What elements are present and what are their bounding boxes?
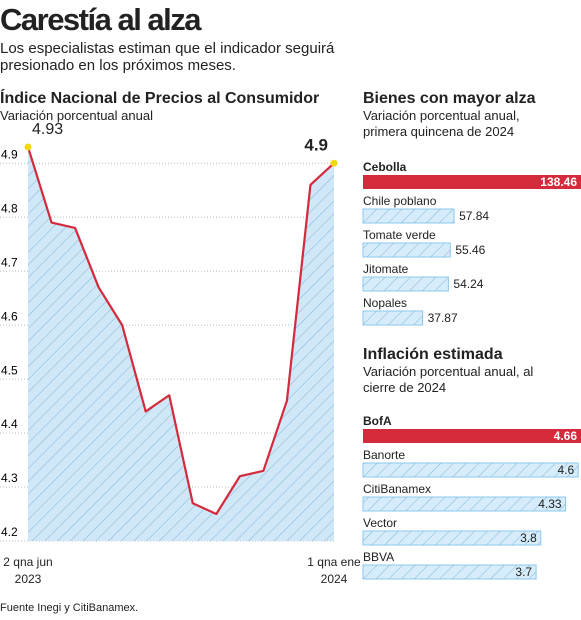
y-tick-label: 4.8: [1, 201, 18, 215]
data-label: 4.9: [304, 136, 328, 155]
y-tick-label: 4.6: [1, 309, 18, 323]
marker: [330, 159, 338, 167]
marker: [24, 143, 32, 151]
bar-hatch: [363, 463, 579, 477]
data-label: 138.46: [540, 175, 577, 189]
bar-hatch: [363, 243, 451, 257]
chart-title: Inflación estimada: [363, 346, 503, 363]
bar-hatch: [363, 565, 537, 579]
y-tick-label: 4.5: [1, 363, 18, 377]
bar: [363, 175, 581, 189]
line: [26, 146, 335, 516]
bar: [363, 429, 581, 443]
bar-category-label: CitiBanamex: [363, 482, 432, 496]
y-tick-label: 4.3: [1, 471, 18, 485]
data-label: 37.87: [428, 311, 458, 325]
page-title: Carestía al alza: [0, 2, 202, 37]
chart-subtitle: Variación porcentual anual, al cierre de…: [363, 364, 534, 395]
x-tick-label: 2 qna jun 2023: [3, 555, 53, 586]
y-tick-label: 4.4: [1, 417, 18, 431]
chart-subtitle: Variación porcentual anual, primera quin…: [363, 108, 520, 139]
bar-category-label: Vector: [363, 516, 398, 530]
bar-category-label: BofA: [363, 414, 392, 428]
chart-title: Bienes con mayor alza: [363, 90, 536, 107]
bar-hatch: [363, 531, 541, 545]
bar-category-label: BBVA: [363, 550, 395, 564]
data-label: 4.66: [554, 429, 578, 443]
chart-title: Índice Nacional de Precios al Consumidor: [0, 90, 320, 107]
data-label: 3.7: [515, 565, 532, 579]
data-label: 57.84: [459, 209, 489, 223]
source: Fuente Inegi y CitiBanamex.: [0, 602, 139, 614]
data-label: 4.6: [558, 463, 575, 477]
bar-hatch: [363, 311, 423, 325]
bar-category-label: Banorte: [363, 448, 406, 462]
data-label: 54.24: [453, 277, 483, 291]
bar-category-label: Nopales: [363, 296, 408, 310]
x-tick-label: 1 qna ene 2024: [307, 555, 361, 586]
bar-category-label: Tomate verde: [363, 228, 436, 242]
bar-hatch: [363, 497, 566, 511]
bar-category-label: Jitomate: [363, 262, 409, 276]
bar-hatch: [363, 209, 455, 223]
data-label: 3.8: [520, 531, 537, 545]
data-label: 4.93: [32, 121, 63, 138]
data-label: 4.33: [538, 497, 562, 511]
page-subtitle: Los especialistas estiman que el indicad…: [0, 40, 335, 74]
data-label: 55.46: [455, 243, 485, 257]
y-tick-label: 4.9: [1, 147, 18, 161]
y-tick-label: 4.2: [1, 525, 18, 539]
bar-category-label: Cebolla: [363, 160, 407, 174]
y-tick-label: 4.7: [1, 255, 18, 269]
bar-category-label: Chile poblano: [363, 194, 437, 208]
bar-hatch: [363, 277, 449, 291]
chart-subtitle: Variación porcentual anual: [0, 108, 153, 123]
area-hatch: [28, 147, 334, 541]
